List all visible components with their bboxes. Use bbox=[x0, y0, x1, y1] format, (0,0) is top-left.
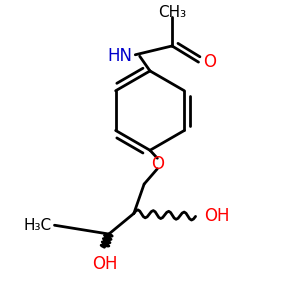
Text: O: O bbox=[151, 154, 164, 172]
Text: OH: OH bbox=[204, 207, 230, 225]
Text: O: O bbox=[203, 53, 216, 71]
Text: CH₃: CH₃ bbox=[158, 5, 186, 20]
Text: OH: OH bbox=[92, 255, 117, 273]
Text: HN: HN bbox=[107, 47, 132, 65]
Text: H₃C: H₃C bbox=[23, 218, 52, 233]
